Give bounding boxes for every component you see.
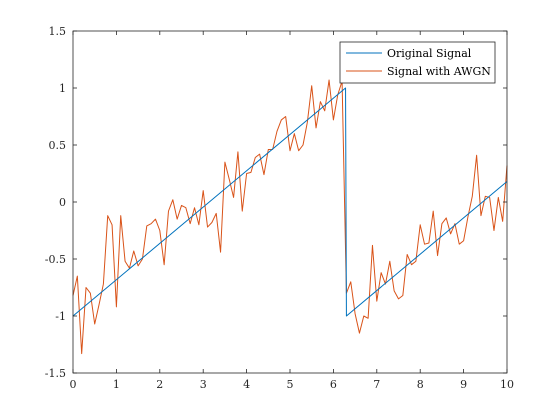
x-tick-label: 6 [330, 378, 337, 391]
y-axis: -1.5 -1 -0.5 0 0.5 1 1.5 [45, 25, 507, 380]
series-line-original-signal [72, 87, 508, 317]
x-axis: 0 1 2 3 4 5 6 7 8 9 10 [70, 31, 514, 391]
x-tick-label: 8 [417, 378, 424, 391]
x-tick-label: 1 [113, 378, 120, 391]
x-tick-label: 0 [70, 378, 77, 391]
series-layer [72, 79, 508, 355]
legend: Original Signal Signal with AWGN [339, 41, 496, 84]
series-line-signal-with-awgn [72, 79, 508, 355]
y-tick-label: 0.5 [49, 139, 67, 152]
y-tick-label: -0.5 [45, 253, 66, 266]
x-tick-label: 4 [243, 378, 250, 391]
y-tick-label: -1.5 [45, 367, 66, 380]
x-tick-label: 10 [500, 378, 514, 391]
legend-label-original-signal: Original Signal [387, 47, 472, 60]
x-tick-label: 2 [156, 378, 163, 391]
legend-label-signal-with-awgn: Signal with AWGN [387, 65, 491, 78]
x-tick-label: 7 [373, 378, 380, 391]
plot-area [73, 31, 507, 373]
y-tick-label: -1 [55, 310, 66, 323]
x-tick-label: 9 [460, 378, 467, 391]
x-tick-label: 5 [287, 378, 294, 391]
legend-box [339, 41, 496, 84]
y-tick-label: 1.5 [49, 25, 67, 38]
y-tick-label: 1 [59, 82, 66, 95]
x-tick-label: 3 [200, 378, 207, 391]
y-tick-label: 0 [59, 196, 66, 209]
